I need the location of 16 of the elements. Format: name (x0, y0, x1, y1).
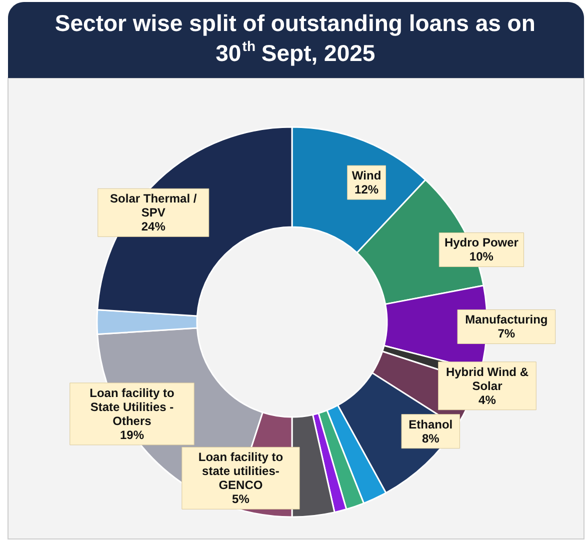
slice-label: Hybrid Wind & Solar (446, 364, 529, 393)
slice-label: Solar Thermal / SPV (110, 192, 198, 220)
data-label: 24% (141, 220, 166, 234)
data-label: 4% (478, 392, 496, 407)
data-label: 8% (422, 431, 440, 446)
data-label: 7% (498, 326, 516, 341)
data-label: 10% (469, 250, 494, 264)
data-label: 19% (120, 428, 144, 442)
data-label: 5% (232, 492, 250, 506)
slice-label: Ethanol (408, 417, 453, 432)
slice-label: Manufacturing (465, 312, 548, 327)
data-label: 12% (354, 182, 379, 197)
slice-label: Hydro Power (444, 236, 519, 250)
slice-label: Loan facility to State Utilities - Others (90, 386, 174, 428)
slice-label: Wind (352, 168, 382, 183)
slice-label: Loan facility to state utilities- GENCO (198, 450, 284, 492)
